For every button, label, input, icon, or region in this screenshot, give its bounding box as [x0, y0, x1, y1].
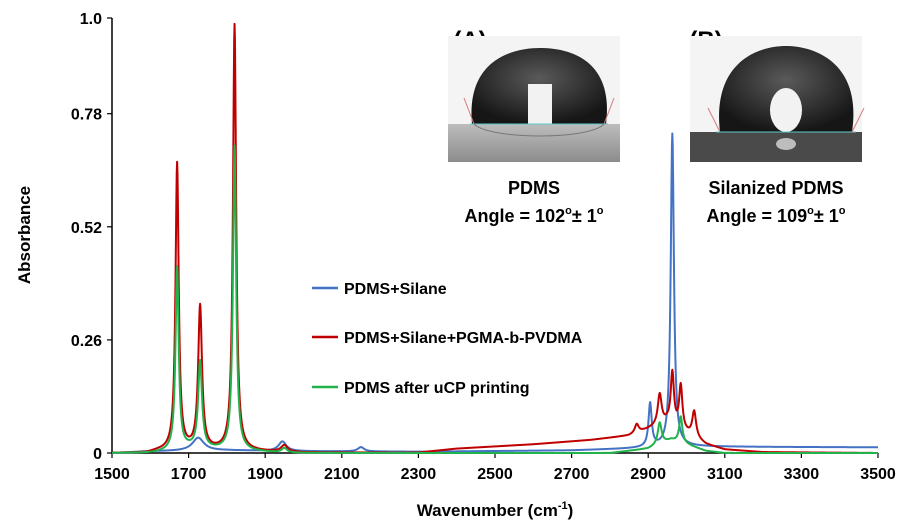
x-ticks: 1500 1700 1900 2100 2300 2500 2700 2900 3100 3300… [94, 453, 896, 483]
legend-label-pdms-silane: PDMS+Silane [344, 281, 447, 298]
x-tick-label: 3500 [860, 466, 896, 483]
inset-a-caption: PDMS [508, 178, 560, 198]
inset-b-tangent-right [851, 107, 865, 133]
inset-b-angle-prefix: Angle = 109 [707, 206, 808, 226]
x-tick-label: 2500 [477, 466, 513, 483]
x-tick-label: 3100 [707, 466, 743, 483]
y-tick-label: 0.26 [71, 333, 102, 350]
inset-a-deg1: o [565, 205, 572, 217]
legend-entry-ucp: PDMS after uCP printing [312, 380, 530, 397]
inset-a-deg2: o [597, 205, 604, 217]
x-tick-label: 1900 [247, 466, 283, 483]
inset-a-reflection [473, 123, 605, 137]
inset-b-highlight [770, 88, 802, 132]
inset-b-reflection [776, 138, 796, 150]
y-axis-title: Absorbance [15, 186, 34, 284]
legend-label-pgma: PDMS+Silane+PGMA-b-PVDMA [344, 330, 583, 347]
inset-b-angle-mid: ± 1 [814, 206, 839, 226]
inset-b-caption: Silanized PDMS [708, 178, 843, 198]
x-axis-title: Wavenumber (cm-1) [417, 500, 574, 520]
series-layer [111, 22, 879, 454]
legend-label-ucp: PDMS after uCP printing [344, 380, 530, 397]
x-tick-label: 3300 [784, 466, 820, 483]
legend-entry-pgma: PDMS+Silane+PGMA-b-PVDMA [312, 330, 583, 347]
y-tick-label: 0.78 [71, 107, 102, 124]
x-axis-title-main: Wavenumber (cm [417, 501, 558, 520]
inset-b-angle: Angle = 109o± 1o [707, 205, 846, 226]
y-tick-label: 0.52 [71, 220, 102, 237]
inset-a-angle-prefix: Angle = 102 [465, 206, 566, 226]
inset-b-photo [690, 36, 865, 162]
inset-b-deg1: o [807, 205, 814, 217]
inset-a-angle: Angle = 102o± 1o [465, 205, 604, 226]
y-tick-label: 1.0 [80, 11, 102, 28]
x-axis-title-sup: -1 [558, 500, 568, 512]
x-tick-label: 2100 [324, 466, 360, 483]
y-tick-label: 0 [93, 446, 102, 463]
x-tick-label: 1700 [171, 466, 207, 483]
inset-b-substrate [690, 132, 862, 162]
x-axis-title-end: ) [568, 501, 574, 520]
inset-a-angle-mid: ± 1 [572, 206, 597, 226]
inset-b-tangent-left [707, 107, 721, 133]
y-ticks: 0 0.26 0.52 0.78 1.0 [71, 11, 112, 463]
inset-b-deg2: o [839, 205, 846, 217]
legend-entry-pdms-silane: PDMS+Silane [312, 281, 447, 298]
inset-a-highlight [528, 84, 552, 124]
inset-b: (B) Silanized PDMS Angle = 109o± 1o [689, 27, 865, 226]
inset-a: (A) PDMS Angle = 102o± 1o [448, 27, 620, 226]
inset-a-tangent-left [463, 97, 475, 125]
series-line-3 [111, 144, 879, 454]
legend: PDMS+Silane PDMS+Silane+PGMA-b-PVDMA PDM… [312, 281, 583, 397]
x-tick-label: 2900 [630, 466, 666, 483]
x-tick-label: 1500 [94, 466, 130, 483]
x-tick-label: 2700 [554, 466, 590, 483]
x-tick-label: 2300 [401, 466, 437, 483]
series-line-1 [111, 132, 879, 454]
inset-a-tangent-right [603, 97, 615, 125]
inset-a-photo [448, 36, 620, 162]
